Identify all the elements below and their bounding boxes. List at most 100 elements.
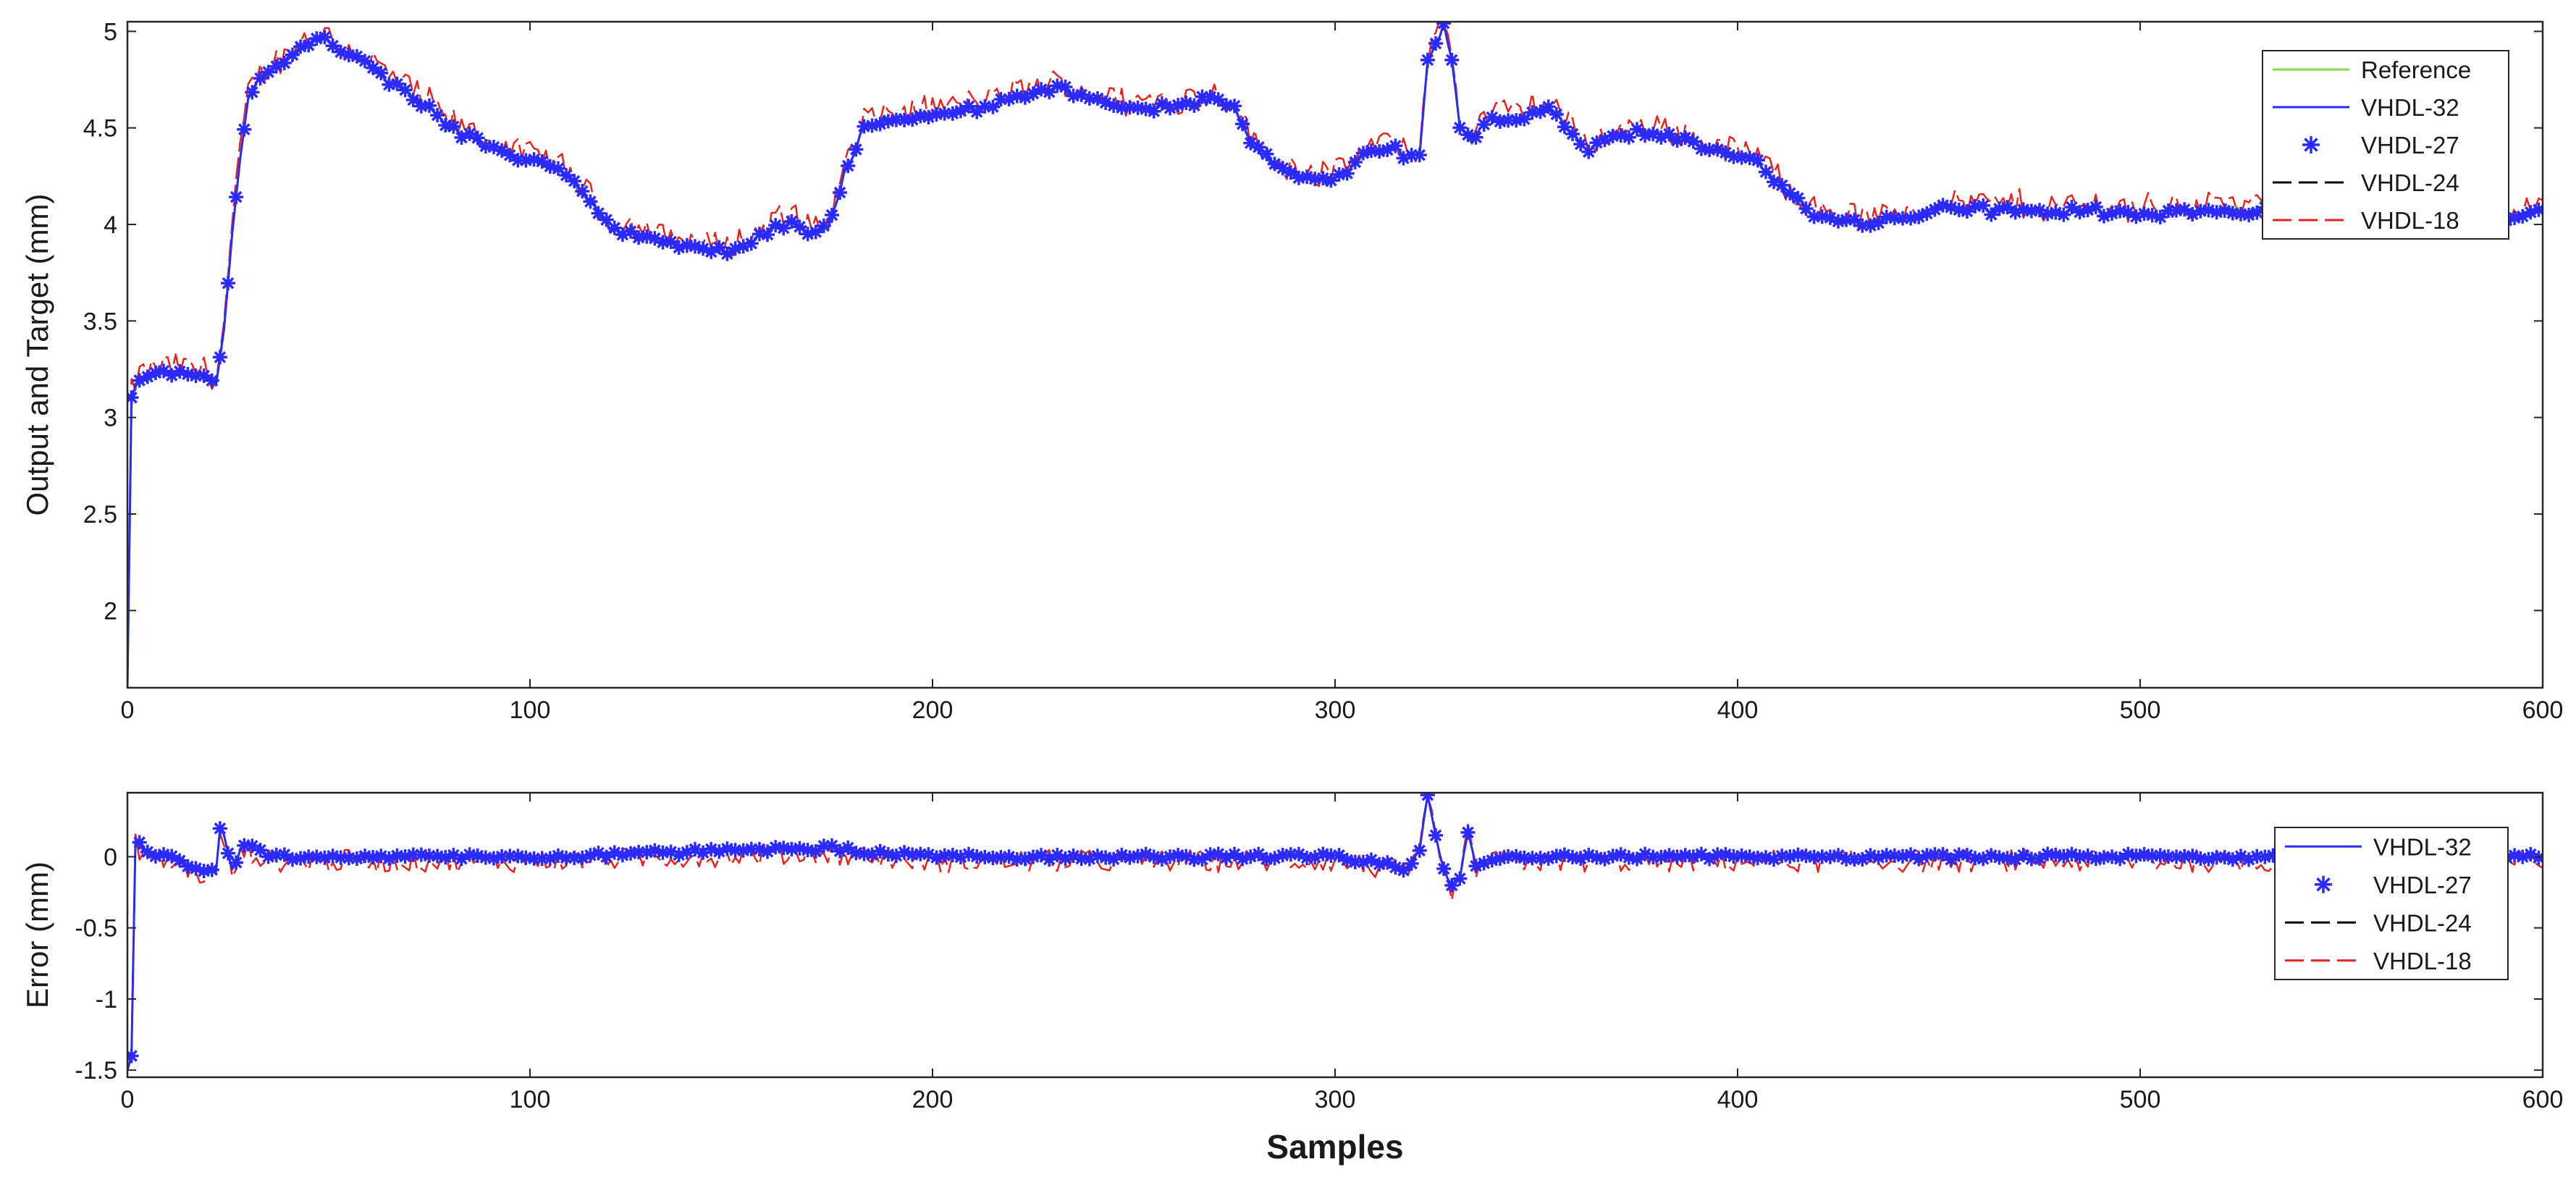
- asterisk-marker: [204, 862, 219, 877]
- asterisk-marker: [1323, 173, 1339, 188]
- plot-area: [127, 22, 2543, 688]
- x-tick-label: 0: [121, 696, 135, 724]
- x-tick-label: 0: [121, 1086, 135, 1113]
- asterisk-marker: [2315, 875, 2332, 893]
- y-tick-label: 0: [104, 843, 117, 871]
- asterisk-marker: [1412, 843, 1427, 858]
- asterisk-marker: [229, 190, 244, 205]
- asterisk-marker: [2000, 200, 2015, 215]
- x-tick-label: 500: [2120, 696, 2161, 724]
- series-VHDL-27: [127, 793, 2543, 1063]
- asterisk-marker: [1468, 130, 1483, 145]
- asterisk-marker: [127, 1048, 139, 1063]
- asterisk-marker: [1726, 149, 1741, 164]
- asterisk-marker: [1452, 120, 1468, 135]
- asterisk-marker: [430, 848, 445, 864]
- top-axes: 0 100 200 300 400 500 600 2 2.5 3 3.5 4 4.5 5 Output a…: [20, 18, 2563, 724]
- y-tick-label: -0.5: [75, 915, 117, 943]
- asterisk-marker: [1412, 148, 1427, 163]
- asterisk-marker: [1984, 207, 1999, 222]
- asterisk-marker: [325, 38, 340, 54]
- asterisk-marker: [1404, 856, 1419, 871]
- asterisk-marker: [1436, 861, 1452, 877]
- y-tick-label: -1.5: [75, 1057, 117, 1084]
- legend-entry: VHDL-27: [2373, 872, 2472, 898]
- asterisk-marker: [2137, 847, 2152, 862]
- asterisk-marker: [1428, 827, 1443, 843]
- asterisk-marker: [1549, 848, 1564, 864]
- asterisk-marker: [502, 148, 518, 163]
- asterisk-marker: [1428, 35, 1443, 51]
- asterisk-marker: [2302, 136, 2320, 153]
- asterisk-marker: [1163, 849, 1178, 864]
- asterisk-marker: [816, 218, 831, 233]
- asterisk-marker: [969, 104, 985, 119]
- asterisk-marker: [833, 185, 848, 200]
- asterisk-marker: [1364, 852, 1379, 867]
- asterisk-marker: [1452, 871, 1468, 886]
- asterisk-marker: [961, 98, 977, 114]
- series-layer: [127, 793, 2543, 1071]
- asterisk-marker: [1685, 134, 1701, 149]
- asterisk-marker: [720, 246, 735, 261]
- asterisk-marker: [1388, 138, 1403, 153]
- asterisk-marker: [1782, 185, 1798, 201]
- asterisk-marker: [390, 76, 405, 91]
- y-axis-label: Output and Target (mm): [20, 193, 54, 515]
- asterisk-marker: [1227, 98, 1242, 114]
- x-axis-label: Samples: [1266, 1128, 1403, 1166]
- asterisk-marker: [1662, 127, 1677, 142]
- asterisk-marker: [470, 130, 485, 146]
- asterisk-marker: [422, 98, 437, 113]
- asterisk-marker: [180, 366, 195, 382]
- asterisk-marker: [1259, 146, 1274, 161]
- asterisk-marker: [2249, 205, 2265, 220]
- legend-entry: VHDL-18: [2373, 948, 2472, 974]
- x-tick-label: 100: [510, 1086, 551, 1113]
- asterisk-marker: [1959, 203, 1974, 219]
- asterisk-marker: [559, 168, 574, 183]
- asterisk-marker: [1444, 52, 1460, 67]
- asterisk-marker: [1251, 846, 1266, 861]
- asterisk-marker: [341, 47, 356, 62]
- y-tick-label: 3.5: [83, 308, 117, 335]
- asterisk-marker: [221, 276, 235, 291]
- asterisk-marker: [567, 174, 582, 189]
- legend-entry: VHDL-24: [2361, 169, 2459, 196]
- y-tick-label: 3: [104, 405, 117, 432]
- y-tick-label: 4: [104, 211, 117, 239]
- asterisk-marker: [825, 208, 839, 223]
- y-tick-label: 2: [104, 597, 117, 625]
- asterisk-marker: [1130, 848, 1145, 864]
- legend-entry: VHDL-18: [2361, 207, 2459, 234]
- asterisk-marker: [1339, 166, 1355, 181]
- asterisk-marker: [784, 214, 799, 229]
- asterisk-marker: [1420, 52, 1435, 67]
- legend-entry: Reference: [2361, 56, 2471, 83]
- asterisk-marker: [760, 227, 775, 243]
- asterisk-marker: [2088, 199, 2103, 214]
- asterisk-marker: [229, 855, 244, 870]
- asterisk-marker: [663, 234, 678, 249]
- asterisk-marker: [1565, 127, 1580, 142]
- asterisk-marker: [808, 224, 823, 240]
- asterisk-marker: [1211, 92, 1226, 107]
- asterisk-marker: [358, 54, 373, 69]
- asterisk-marker: [1227, 846, 1242, 861]
- asterisk-marker: [744, 236, 759, 251]
- asterisk-marker: [366, 60, 381, 75]
- asterisk-marker: [841, 840, 856, 855]
- x-tick-label: 400: [1717, 1086, 1759, 1113]
- x-tick-label: 100: [510, 696, 551, 724]
- y-tick-label: 4.5: [83, 115, 117, 143]
- asterisk-marker: [1533, 104, 1548, 119]
- asterisk-marker: [172, 853, 188, 868]
- asterisk-marker: [1058, 79, 1073, 94]
- asterisk-marker: [776, 841, 791, 856]
- asterisk-marker: [2113, 851, 2128, 867]
- asterisk-marker: [2531, 202, 2543, 217]
- asterisk-marker: [913, 109, 928, 124]
- asterisk-marker: [140, 844, 155, 859]
- asterisk-marker: [1331, 167, 1347, 182]
- asterisk-marker: [1758, 164, 1773, 180]
